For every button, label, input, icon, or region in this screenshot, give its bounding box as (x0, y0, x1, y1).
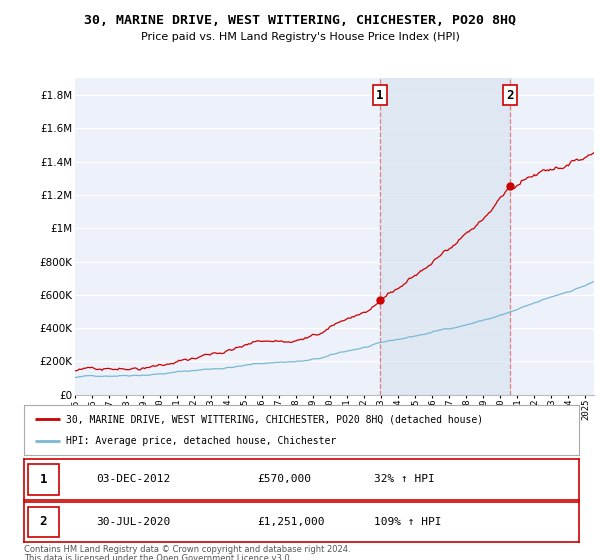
Text: HPI: Average price, detached house, Chichester: HPI: Average price, detached house, Chic… (65, 436, 336, 446)
Text: £570,000: £570,000 (257, 474, 311, 484)
Text: 2: 2 (40, 515, 47, 529)
Text: 32% ↑ HPI: 32% ↑ HPI (374, 474, 434, 484)
Text: 1: 1 (40, 473, 47, 486)
Text: Price paid vs. HM Land Registry's House Price Index (HPI): Price paid vs. HM Land Registry's House … (140, 32, 460, 43)
Text: 109% ↑ HPI: 109% ↑ HPI (374, 517, 441, 527)
Text: 30, MARINE DRIVE, WEST WITTERING, CHICHESTER, PO20 8HQ (detached house): 30, MARINE DRIVE, WEST WITTERING, CHICHE… (65, 414, 483, 424)
Text: 03-DEC-2012: 03-DEC-2012 (96, 474, 170, 484)
Text: Contains HM Land Registry data © Crown copyright and database right 2024.: Contains HM Land Registry data © Crown c… (24, 545, 350, 554)
Text: 1: 1 (376, 88, 383, 101)
Text: £1,251,000: £1,251,000 (257, 517, 325, 527)
FancyBboxPatch shape (28, 507, 59, 537)
Text: 30, MARINE DRIVE, WEST WITTERING, CHICHESTER, PO20 8HQ: 30, MARINE DRIVE, WEST WITTERING, CHICHE… (84, 14, 516, 27)
Bar (380, 78, 510, 395)
Text: This data is licensed under the Open Government Licence v3.0.: This data is licensed under the Open Gov… (24, 554, 292, 560)
Text: 2: 2 (506, 88, 514, 101)
Text: 30-JUL-2020: 30-JUL-2020 (96, 517, 170, 527)
FancyBboxPatch shape (28, 464, 59, 494)
